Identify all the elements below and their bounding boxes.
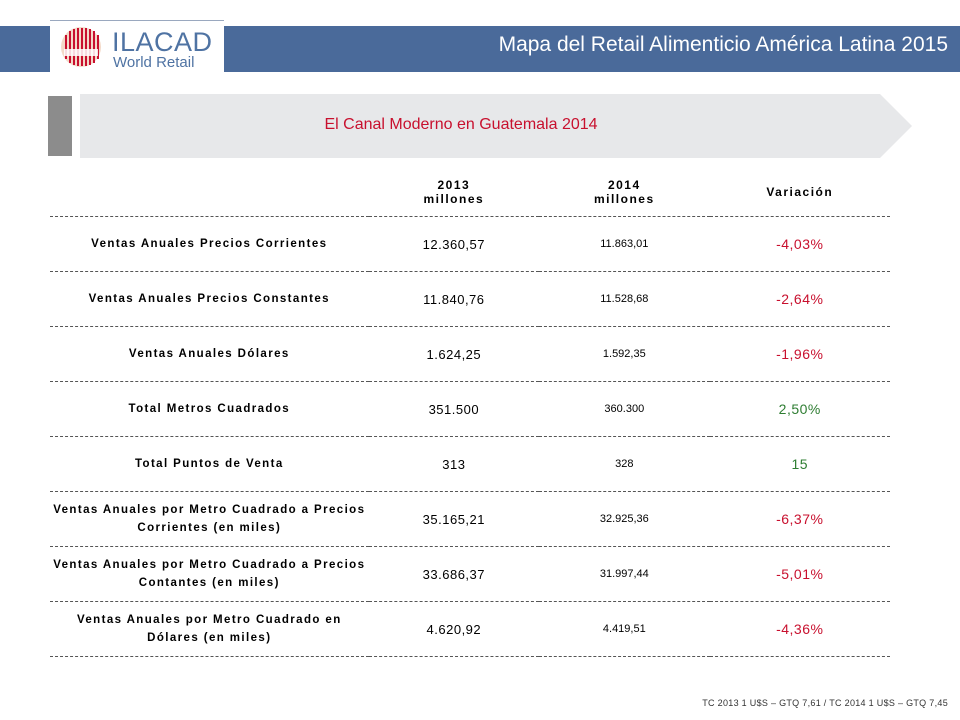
row-label: Ventas Anuales por Metro Cuadrado a Prec… [50, 491, 369, 547]
row-value-2013: 35.165,21 [368, 491, 540, 547]
row-value-2013: 11.840,76 [368, 271, 540, 327]
header-2014: 2014 millones [539, 168, 710, 217]
logo-subtitle: World Retail [113, 54, 195, 71]
row-value-2013: 1.624,25 [368, 326, 540, 382]
row-value-2014: 1.592,35 [539, 326, 710, 382]
section-banner [80, 94, 912, 158]
header-empty [50, 168, 369, 217]
section-marker [48, 96, 72, 156]
exchange-rate-footnote: TC 2013 1 U$S – GTQ 7,61 / TC 2014 1 U$S… [702, 698, 948, 708]
page-title: Mapa del Retail Alimenticio América Lati… [498, 33, 948, 56]
row-variation: -5,01% [709, 546, 890, 602]
row-variation: -4,03% [709, 216, 890, 272]
row-value-2013: 313 [368, 436, 540, 492]
table-row: Total Metros Cuadrados 351.500 360.300 2,50… [50, 381, 890, 437]
header-2013: 2013 millones [368, 168, 540, 217]
row-value-2014: 31.997,44 [539, 546, 710, 602]
logo-name: ILACAD [112, 27, 213, 57]
table-row: Ventas Anuales Precios Corrientes 12.360,… [50, 216, 890, 272]
row-variation: -1,96% [709, 326, 890, 382]
row-variation: 15 [709, 436, 890, 492]
row-value-2014: 328 [539, 436, 710, 492]
table-row: Total Puntos de Venta 313 328 15 [50, 436, 890, 492]
row-value-2014: 4.419,51 [539, 601, 710, 657]
row-variation: -6,37% [709, 491, 890, 547]
table-row: Ventas Anuales por Metro Cuadrado a Prec… [50, 491, 890, 547]
row-value-2013: 351.500 [368, 381, 540, 437]
table-row: Ventas Anuales Dólares 1.624,25 1.592,35 -1… [50, 326, 890, 382]
row-label: Ventas Anuales por Metro Cuadrado en Dól… [50, 601, 369, 657]
row-value-2013: 33.686,37 [368, 546, 540, 602]
row-value-2013: 4.620,92 [368, 601, 540, 657]
row-value-2014: 11.528,68 [539, 271, 710, 327]
table-row: Ventas Anuales Precios Constantes 11.840,… [50, 271, 890, 327]
row-value-2014: 32.925,36 [539, 491, 710, 547]
row-variation: -2,64% [709, 271, 890, 327]
row-label: Total Metros Cuadrados [50, 381, 369, 437]
data-table: 2013 millones 2014 millones Variación Ve… [50, 168, 890, 657]
header-2014-unit: millones [593, 192, 655, 206]
table-row: Ventas Anuales por Metro Cuadrado a Prec… [50, 546, 890, 602]
header-variation: Variación [709, 168, 890, 217]
row-variation: 2,50% [709, 381, 890, 437]
header-2013-year: 2013 [437, 178, 471, 192]
row-value-2013: 12.360,57 [368, 216, 540, 272]
row-value-2014: 360.300 [539, 381, 710, 437]
table-header-row: 2013 millones 2014 millones Variación [50, 168, 890, 217]
header-2014-year: 2014 [607, 178, 641, 192]
row-label: Ventas Anuales Precios Corrientes [50, 216, 369, 272]
table-row: Ventas Anuales por Metro Cuadrado en Dól… [50, 601, 890, 657]
row-value-2014: 11.863,01 [539, 216, 710, 272]
row-label: Ventas Anuales Precios Constantes [50, 271, 369, 327]
row-label: Total Puntos de Venta [50, 436, 369, 492]
row-label: Ventas Anuales Dólares [50, 326, 369, 382]
logo-globe-icon [61, 27, 101, 67]
row-variation: -4,36% [709, 601, 890, 657]
row-label: Ventas Anuales por Metro Cuadrado a Prec… [50, 546, 369, 602]
logo: ILACAD World Retail [50, 20, 224, 73]
section-title: El Canal Moderno en Guatemala 2014 [324, 116, 598, 133]
header-2013-unit: millones [423, 192, 485, 206]
